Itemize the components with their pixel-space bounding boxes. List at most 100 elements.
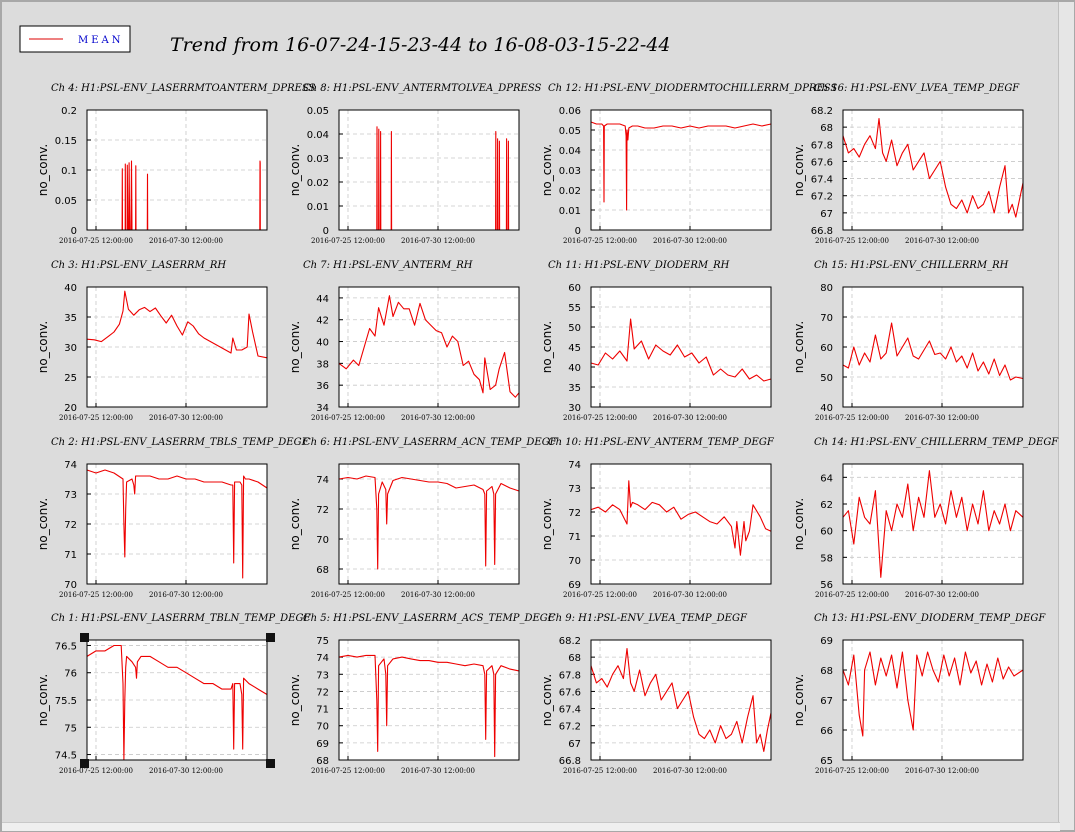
y-tick-label: 35 xyxy=(64,313,77,324)
y-tick-label: 68 xyxy=(316,565,329,576)
x-tick-label: 2016-07-25 12:00:00 xyxy=(815,591,889,599)
y-tick-label: 74 xyxy=(316,475,329,486)
series-line-mean xyxy=(590,648,772,752)
x-tick-label: 2016-07-30 12:00:00 xyxy=(401,237,475,245)
resize-handle[interactable] xyxy=(80,759,89,768)
plot-area xyxy=(339,464,519,584)
y-tick-label: 73 xyxy=(64,490,77,501)
series-line-mean xyxy=(338,654,520,758)
plot-area xyxy=(87,110,267,230)
y-tick-label: 67.8 xyxy=(811,140,833,151)
plot-frame xyxy=(86,639,268,761)
y-axis-label: no_conv. xyxy=(540,144,554,196)
x-tick-label: 2016-07-30 12:00:00 xyxy=(653,767,727,775)
y-axis-label: no_conv. xyxy=(288,674,302,726)
chart-panel: 0 0.01 0.02 0.03 0.04 0.05 2016-07-25 12:00:00… xyxy=(288,83,542,245)
y-tick-label: 45 xyxy=(568,343,581,354)
y-tick-label: 20 xyxy=(64,403,77,414)
chart-panel: 74.5 75 75.5 76 76.5 2016-07-25 12:00:00 2016-… xyxy=(36,613,311,775)
series-line-mean xyxy=(590,318,772,382)
y-tick-label: 67.4 xyxy=(559,705,581,716)
x-tick-label: 2016-07-25 12:00:00 xyxy=(59,414,133,422)
x-tick-label: 2016-07-30 12:00:00 xyxy=(149,237,223,245)
chart-title: Ch 12: H1:PSL-ENV_DIODERMTOCHILLERRM_DPR… xyxy=(548,83,837,94)
legend-box: MEAN xyxy=(19,25,131,53)
y-tick-label: 0.05 xyxy=(55,196,77,207)
resize-handle[interactable] xyxy=(80,633,89,642)
plot-area xyxy=(843,110,1023,230)
y-tick-label: 0.15 xyxy=(55,136,77,147)
x-tick-label: 2016-07-25 12:00:00 xyxy=(59,767,133,775)
chart-title: Ch 14: H1:PSL-ENV_CHILLERRM_TEMP_DEGF xyxy=(814,437,1059,448)
x-tick-label: 2016-07-30 12:00:00 xyxy=(149,767,223,775)
y-tick-label: 60 xyxy=(568,283,581,294)
right-scrollbar[interactable] xyxy=(1058,2,1074,830)
y-tick-label: 0.05 xyxy=(559,126,581,137)
x-tick-label: 2016-07-25 12:00:00 xyxy=(311,767,385,775)
y-tick-label: 40 xyxy=(568,363,581,374)
plot-area xyxy=(339,110,519,230)
y-tick-label: 67 xyxy=(820,696,833,707)
plot-frame xyxy=(590,639,772,761)
x-tick-label: 2016-07-30 12:00:00 xyxy=(905,767,979,775)
y-axis-label: no_conv. xyxy=(288,144,302,196)
x-tick-label: 2016-07-25 12:00:00 xyxy=(311,414,385,422)
y-tick-label: 75.5 xyxy=(55,696,77,707)
x-tick-label: 2016-07-25 12:00:00 xyxy=(311,591,385,599)
y-axis-label: no_conv. xyxy=(792,144,806,196)
x-tick-label: 2016-07-30 12:00:00 xyxy=(401,414,475,422)
x-tick-label: 2016-07-30 12:00:00 xyxy=(905,591,979,599)
plot-frame xyxy=(842,286,1024,408)
y-tick-label: 66.8 xyxy=(811,226,833,237)
chart-title: Ch 16: H1:PSL-ENV_LVEA_TEMP_DEGF xyxy=(814,83,1020,94)
plot-frame xyxy=(590,109,772,231)
chart-grid: 0 0.05 0.1 0.15 0.2 2016-07-25 12:00:00 2016-0… xyxy=(36,83,1059,775)
x-tick-label: 2016-07-25 12:00:00 xyxy=(563,414,637,422)
y-tick-label: 71 xyxy=(64,550,77,561)
y-tick-label: 70 xyxy=(568,556,581,567)
y-tick-label: 30 xyxy=(64,343,77,354)
plot-frame xyxy=(86,463,268,585)
plot-frame xyxy=(338,109,520,231)
y-axis-label: no_conv. xyxy=(792,498,806,550)
y-tick-label: 70 xyxy=(316,535,329,546)
chart-panel: 56 58 60 62 64 2016-07-25 12:00:00 2016-07-30 … xyxy=(792,437,1059,599)
y-tick-label: 72 xyxy=(64,520,77,531)
chart-title: Ch 3: H1:PSL-ENV_LASERRM_RH xyxy=(51,260,226,271)
y-tick-label: 67.8 xyxy=(559,670,581,681)
plot-frame xyxy=(338,463,520,585)
chart-panel: 69 70 71 72 73 74 2016-07-25 12:00:00 2016-07-3… xyxy=(540,437,775,599)
chart-title: Ch 7: H1:PSL-ENV_ANTERM_RH xyxy=(303,260,473,271)
y-tick-label: 40 xyxy=(64,283,77,294)
chart-panel: 40 50 60 70 80 2016-07-25 12:00:00 2016-07-30 … xyxy=(792,260,1024,422)
y-axis-label: no_conv. xyxy=(540,498,554,550)
series-line-mean xyxy=(86,469,268,579)
y-tick-label: 0.02 xyxy=(559,186,581,197)
y-tick-label: 0.06 xyxy=(559,106,581,117)
y-tick-label: 70 xyxy=(820,313,833,324)
y-axis-label: no_conv. xyxy=(540,321,554,373)
y-tick-label: 0.1 xyxy=(61,166,77,177)
selection-handles[interactable] xyxy=(80,633,275,768)
chart-title: Ch 11: H1:PSL-ENV_DIODERM_RH xyxy=(548,260,730,271)
resize-handle[interactable] xyxy=(266,633,275,642)
y-tick-label: 71 xyxy=(316,705,329,716)
y-tick-label: 50 xyxy=(820,373,833,384)
plot-frame xyxy=(338,286,520,408)
chart-panel: 66.8 67 67.2 67.4 67.6 67.8 68 68.2 2016-07-25 1… xyxy=(792,83,1024,245)
y-axis-label: no_conv. xyxy=(36,144,50,196)
x-tick-label: 2016-07-30 12:00:00 xyxy=(653,237,727,245)
x-tick-label: 2016-07-25 12:00:00 xyxy=(59,237,133,245)
y-tick-label: 0.2 xyxy=(61,106,77,117)
series-line-mean xyxy=(842,651,1024,737)
y-tick-label: 36 xyxy=(316,381,329,392)
series-line-mean xyxy=(338,475,520,570)
x-tick-label: 2016-07-30 12:00:00 xyxy=(905,414,979,422)
chart-panel: 65 66 67 68 69 2016-07-25 12:00:00 2016-07-30 … xyxy=(792,613,1046,775)
plot-frame xyxy=(86,286,268,408)
x-tick-label: 2016-07-30 12:00:00 xyxy=(905,237,979,245)
plot-frame xyxy=(590,286,772,408)
y-tick-label: 67.6 xyxy=(811,157,833,168)
bottom-scrollbar[interactable] xyxy=(2,822,1060,831)
resize-handle[interactable] xyxy=(266,759,275,768)
